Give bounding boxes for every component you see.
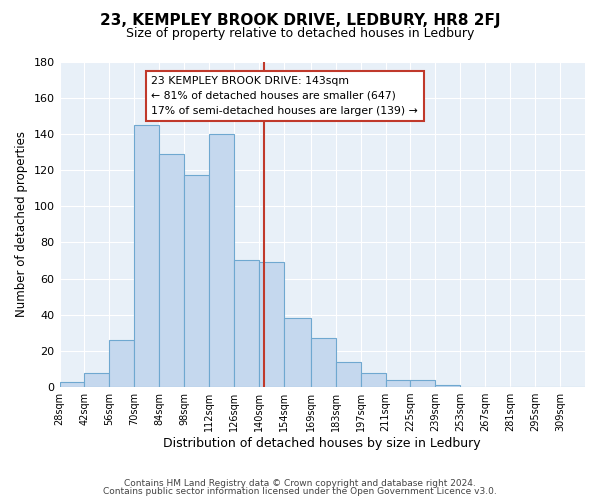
Text: 23, KEMPLEY BROOK DRIVE, LEDBURY, HR8 2FJ: 23, KEMPLEY BROOK DRIVE, LEDBURY, HR8 2F… <box>100 12 500 28</box>
Bar <box>410 380 436 387</box>
Bar <box>234 260 259 387</box>
Bar <box>159 154 184 387</box>
Bar <box>184 176 209 387</box>
Bar <box>386 380 410 387</box>
Bar <box>209 134 234 387</box>
Bar <box>335 362 361 387</box>
X-axis label: Distribution of detached houses by size in Ledbury: Distribution of detached houses by size … <box>163 437 481 450</box>
Bar <box>436 386 460 387</box>
Bar <box>361 372 386 387</box>
Bar <box>311 338 335 387</box>
Bar <box>59 382 85 387</box>
Text: Size of property relative to detached houses in Ledbury: Size of property relative to detached ho… <box>126 28 474 40</box>
Bar <box>259 262 284 387</box>
Bar <box>134 125 159 387</box>
Bar <box>85 372 109 387</box>
Text: 23 KEMPLEY BROOK DRIVE: 143sqm
← 81% of detached houses are smaller (647)
17% of: 23 KEMPLEY BROOK DRIVE: 143sqm ← 81% of … <box>151 76 418 116</box>
Bar <box>109 340 134 387</box>
Text: Contains public sector information licensed under the Open Government Licence v3: Contains public sector information licen… <box>103 487 497 496</box>
Text: Contains HM Land Registry data © Crown copyright and database right 2024.: Contains HM Land Registry data © Crown c… <box>124 478 476 488</box>
Y-axis label: Number of detached properties: Number of detached properties <box>15 132 28 318</box>
Bar <box>284 318 311 387</box>
